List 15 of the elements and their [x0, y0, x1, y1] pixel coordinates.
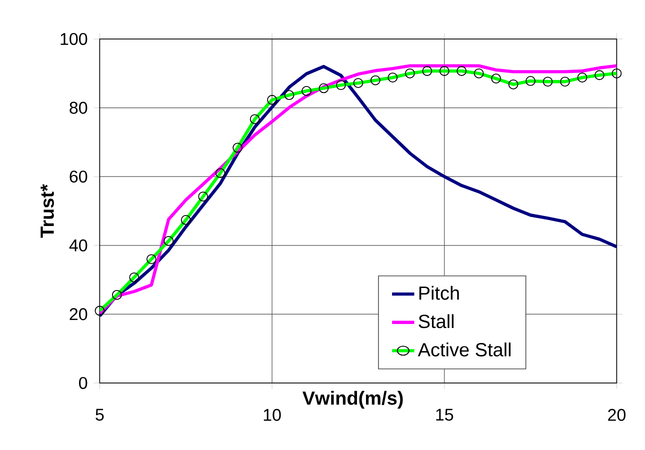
y-tick-label: 100	[60, 32, 88, 46]
x-tick-label: 20	[608, 408, 626, 421]
y-tick-label: 0	[79, 376, 88, 390]
y-tick-label: 60	[70, 170, 88, 183]
y-tick-label: 40	[69, 239, 88, 252]
x-axis-title: Vwind(m/s)	[302, 390, 403, 409]
x-tick-label: 15	[436, 408, 454, 421]
x-tick-label: 5	[96, 408, 104, 421]
legend-label: Stall	[418, 314, 454, 328]
legend-label: Active Stall	[418, 342, 511, 356]
y-tick-label: 20	[70, 308, 88, 320]
y-axis-title: Trust*	[40, 184, 54, 238]
x-tick-label: 10	[264, 408, 281, 421]
legend-label: Pitch	[419, 286, 459, 300]
y-tick-label: 80	[70, 102, 88, 114]
